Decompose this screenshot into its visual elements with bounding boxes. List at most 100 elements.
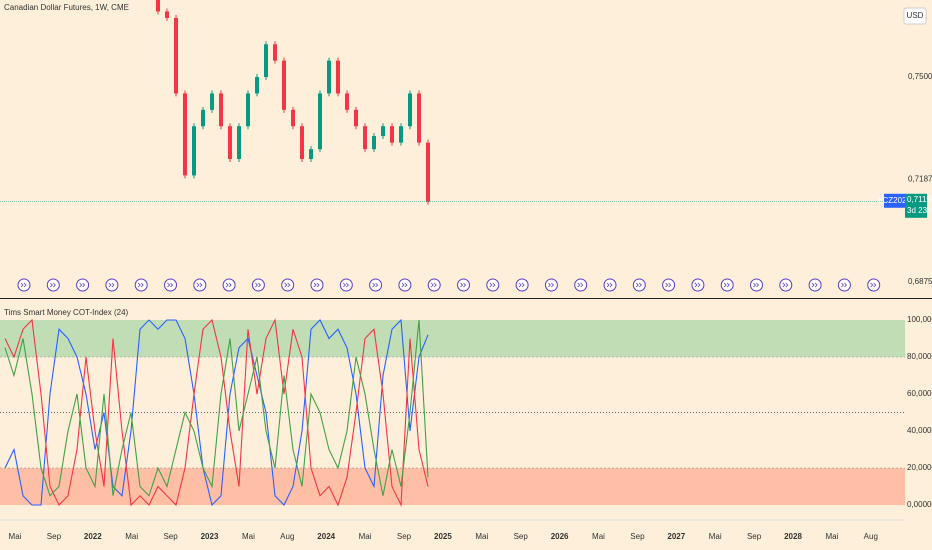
event-icon-arrow [489,282,496,288]
event-icon-arrow [606,282,613,288]
event-icon-arrow [753,282,760,288]
symbol-box [884,193,905,208]
event-icon [281,278,295,292]
event-icon [76,278,90,292]
event-icon [251,278,265,292]
x-tick-label: Aug [280,532,294,541]
event-icon [662,278,676,292]
event-icon [632,278,646,292]
event-icon [398,278,412,292]
event-icon-arrow [79,282,86,288]
currency-box[interactable] [903,7,927,25]
candle [183,93,187,176]
candle [381,126,385,137]
x-tick-label: 2028 [784,532,802,541]
event-icon-arrow [430,282,437,288]
x-tick-label: Mai [475,532,488,541]
candle [363,126,367,150]
event-icon [603,278,617,292]
zone [0,468,905,505]
event-icon-arrow [723,282,730,288]
candle [354,109,358,127]
candle [426,142,430,202]
candle [408,93,412,127]
candle [264,44,268,78]
last-price-label: 0,71195 [907,195,932,204]
event-icon-arrow [137,282,144,288]
event-icon-arrow [196,282,203,288]
event-icon [164,278,177,292]
event-icon [46,278,60,292]
candle [372,136,376,150]
x-tick-label: Sep [747,532,762,541]
osc-tick-label: 0,00000 [907,500,932,509]
event-icon-arrow [108,282,115,288]
chart-title: Canadian Dollar Futures, 1W, CME [4,3,129,12]
x-tick-label: Mai [825,532,838,541]
x-tick-label: Mai [709,532,722,541]
x-tick-label: Sep [630,532,645,541]
event-icon-arrow [255,282,261,288]
candle [327,60,331,94]
currency-label: USD [907,11,924,20]
candle [417,93,421,143]
event-icon [544,278,558,292]
x-tick-label: Sep [163,532,178,541]
event-icon [17,278,31,292]
event-icon [808,278,822,292]
x-tick-label: Mai [592,532,605,541]
x-tick-label: 2026 [551,532,569,541]
event-icon-arrow [518,282,525,288]
candle [228,126,232,159]
event-icon [779,278,793,292]
candle [255,77,259,94]
event-icon-arrow [694,282,701,288]
candle [237,126,241,159]
osc-tick-label: 40,00000 [907,426,932,435]
candle [399,126,403,143]
candle [246,93,250,127]
event-icon-arrow [284,282,291,288]
event-icon-arrow [811,282,818,288]
price-box [905,193,927,218]
x-tick-label: 2023 [201,532,219,541]
candle [165,11,169,19]
x-tick-label: 2024 [317,532,335,541]
event-icon-arrow [225,282,232,288]
event-icon [105,278,119,292]
price-tick-label: 0,71875 [908,175,932,184]
osc-line [4,318,429,508]
zone [0,320,905,357]
event-icon [574,278,588,292]
event-icon-arrow [313,282,320,288]
osc-line [4,318,429,507]
event-icon-arrow [372,282,379,288]
event-icon [750,278,763,292]
event-icon [427,278,441,292]
event-icon-arrow [665,282,672,288]
candle [210,93,214,110]
event-icon [457,278,470,292]
osc-tick-label: 20,00000 [907,463,932,472]
candle [300,126,304,159]
candle [336,60,340,94]
x-tick-label: Mai [9,532,22,541]
event-icon-arrow [50,282,56,288]
candle [156,0,160,12]
event-icon [691,278,705,292]
event-icon [222,278,236,292]
candle [219,93,223,127]
event-icon-arrow [548,282,554,288]
event-icon [193,278,207,292]
event-icon [867,278,881,292]
osc-tick-label: 60,00000 [907,389,932,398]
event-icon-arrow [841,282,847,288]
event-icon-arrow [167,282,174,288]
x-tick-label: Mai [359,532,372,541]
symbol-label: 6CZ2024 [878,196,911,205]
x-tick-label: Sep [47,532,62,541]
candle [345,93,349,110]
